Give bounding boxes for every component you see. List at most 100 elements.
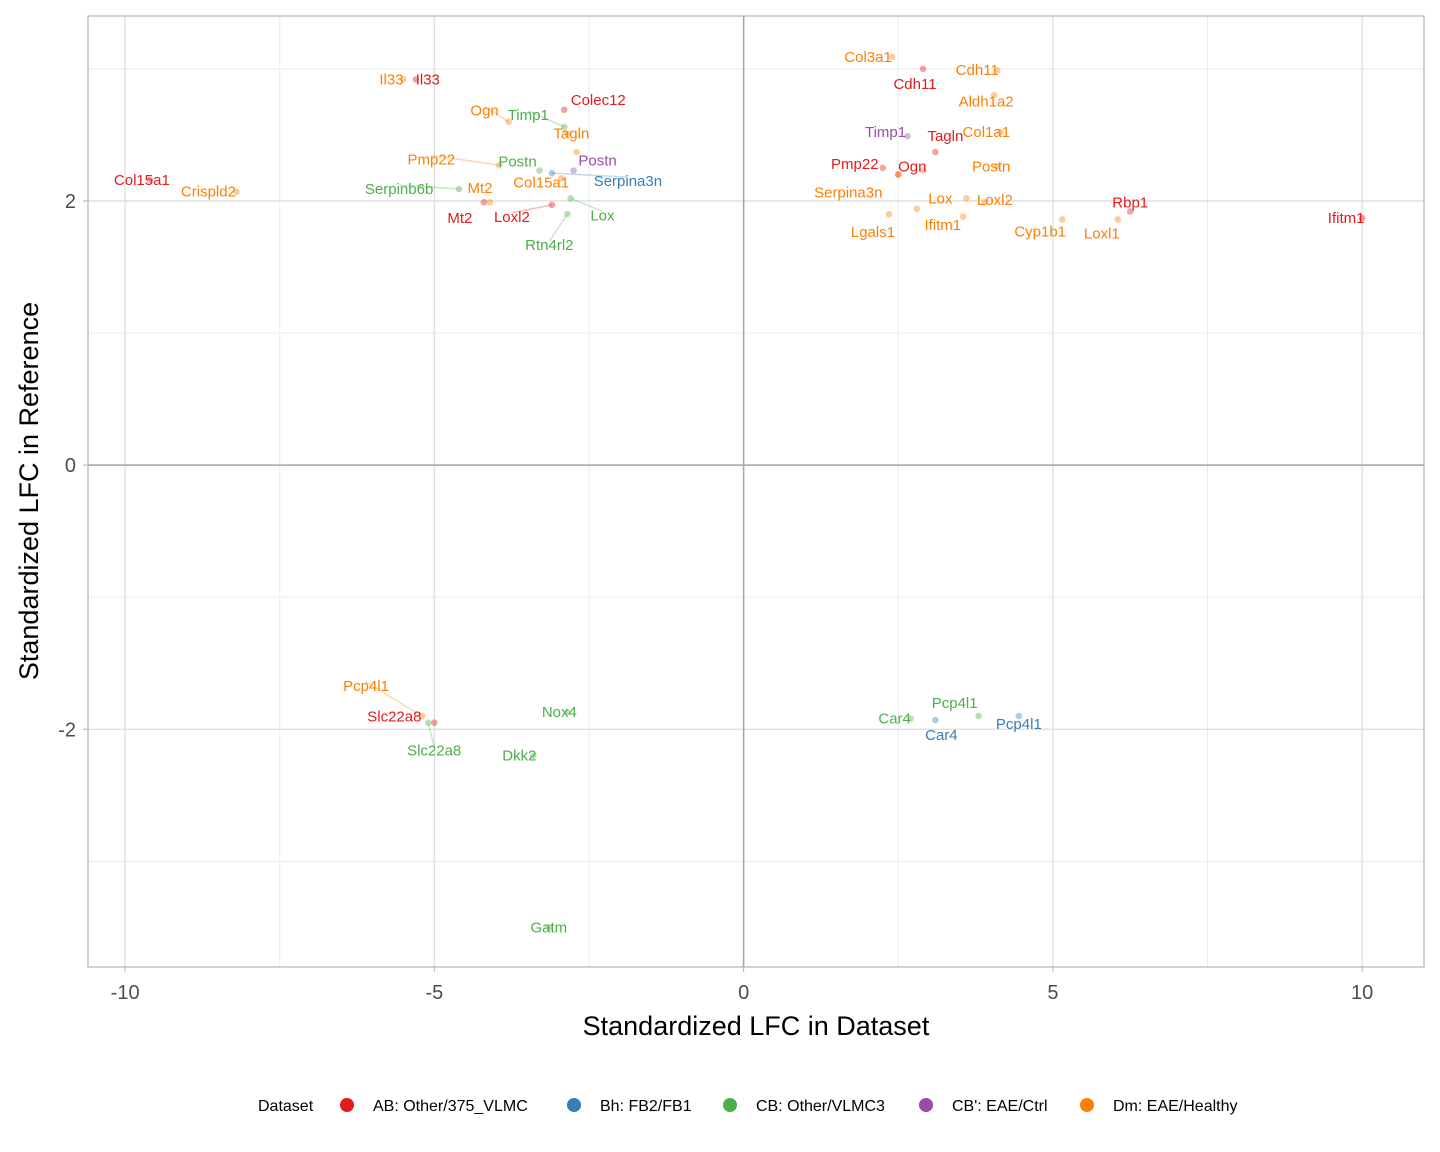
leader-line: [551, 172, 628, 178]
point-label: Lgals1: [851, 224, 895, 241]
point-label: Colec12: [571, 92, 626, 109]
y-axis-ticks: -2 0 2: [58, 191, 88, 741]
point-label: Ogn: [898, 159, 926, 176]
leader-line: [399, 184, 460, 190]
data-point: [993, 163, 1001, 170]
legend-item-label: CB': EAE/Ctrl: [952, 1098, 1048, 1115]
leader-line: [431, 154, 500, 166]
point-label: Tagln: [553, 126, 589, 143]
data-point: [418, 712, 426, 720]
point-label: Lox: [928, 190, 953, 207]
y-axis-title: Standardized LFC in Reference: [14, 302, 44, 680]
data-point: [932, 148, 939, 156]
legend-swatch: [919, 1098, 933, 1112]
data-point: [400, 76, 407, 83]
point-label: Mt2: [447, 210, 472, 227]
data-point: [548, 169, 556, 177]
legend-title: Dataset: [258, 1098, 314, 1115]
plot-border: [87, 15, 1425, 968]
point-label: Loxl2: [977, 192, 1013, 209]
data-point: [564, 130, 571, 137]
data-point: [564, 708, 571, 716]
minor-gridlines: [88, 16, 1424, 967]
point-label: Ogn: [470, 103, 498, 120]
point-label: Col1a1: [963, 124, 1011, 141]
y-tick-label: 0: [65, 455, 76, 477]
point-label: Rtn4rl2: [525, 237, 573, 254]
x-tick-label: 10: [1351, 982, 1373, 1004]
point-label: Il33: [379, 71, 403, 88]
data-point: [560, 106, 568, 114]
data-point: [913, 205, 921, 213]
point-label: Crispld2: [181, 184, 236, 201]
data-point: [424, 719, 432, 726]
data-point: [545, 924, 553, 931]
data-point: [919, 65, 927, 73]
point-label: Postn: [578, 153, 616, 170]
data-point: [557, 175, 565, 182]
data-point: [885, 210, 893, 218]
point-label: Cdh11: [956, 62, 999, 79]
x-axis-ticks: -10 -5 0 5 10: [111, 967, 1373, 1004]
point-label: Tagln: [927, 128, 963, 145]
point-label: Cdh11: [893, 76, 936, 93]
point-label: Loxl2: [494, 209, 530, 226]
point-label: Ifitm1: [924, 217, 961, 234]
leader-line: [511, 204, 553, 214]
point-label: Car4: [878, 711, 911, 728]
data-point: [894, 171, 902, 178]
point-label: Slc22a8: [407, 743, 461, 760]
data-point: [1358, 214, 1366, 222]
y-tick-label: -2: [58, 719, 76, 741]
point-label: Loxl1: [1084, 225, 1120, 242]
point-label: Col3a1: [844, 49, 892, 66]
data-points: [146, 53, 1366, 931]
point-label: Gatm: [530, 919, 567, 936]
data-point: [431, 719, 438, 726]
point-label: Timp1: [508, 107, 549, 124]
x-tick-label: -5: [425, 982, 443, 1004]
point-labels: Il33 Colec12 Col15a1 Mt2 Loxl2 Slc22a8 Cdh11 Ta…: [114, 49, 1365, 936]
leader-line: [548, 213, 568, 242]
data-point: [975, 712, 982, 720]
zero-lines: [88, 16, 1424, 967]
point-label: Pcp4l1: [343, 678, 389, 695]
data-point: [496, 161, 503, 169]
x-tick-label: -10: [111, 982, 140, 1004]
data-point: [548, 201, 556, 209]
leader-line: [427, 722, 435, 747]
data-point: [1114, 216, 1122, 223]
data-point: [888, 53, 896, 61]
data-point: [879, 164, 887, 172]
point-label: Pcp4l1: [996, 716, 1042, 733]
point-label: Nox4: [542, 704, 577, 721]
data-point: [530, 752, 537, 759]
point-label: Col15a1: [114, 172, 170, 189]
point-label: Timp1: [865, 124, 906, 141]
point-label: Ifitm1: [1328, 210, 1365, 227]
x-axis-title: Standardized LFC in Dataset: [583, 1011, 930, 1041]
data-point: [412, 76, 420, 83]
data-point: [1058, 216, 1066, 223]
point-label: Rbp1: [1112, 194, 1148, 211]
data-point: [560, 123, 568, 131]
data-point: [455, 185, 463, 193]
point-label: Col15a1: [513, 174, 569, 191]
legend-item-label: CB: Other/VLMC3: [756, 1098, 885, 1115]
point-label: Postn: [972, 159, 1010, 176]
label-leader-lines: [365, 106, 628, 747]
leader-line: [527, 110, 565, 128]
data-point: [146, 176, 154, 184]
data-point: [564, 210, 571, 218]
point-label: Postn: [498, 154, 536, 171]
legend-swatch: [340, 1098, 354, 1112]
legend-swatch: [1080, 1098, 1094, 1112]
data-point: [981, 198, 989, 206]
point-label: Pmp22: [408, 151, 456, 168]
point-label: Serpina3n: [814, 185, 882, 202]
data-point: [993, 66, 1001, 74]
data-point: [919, 167, 927, 174]
data-point: [904, 132, 911, 140]
point-label: Aldh1a2: [959, 93, 1014, 110]
